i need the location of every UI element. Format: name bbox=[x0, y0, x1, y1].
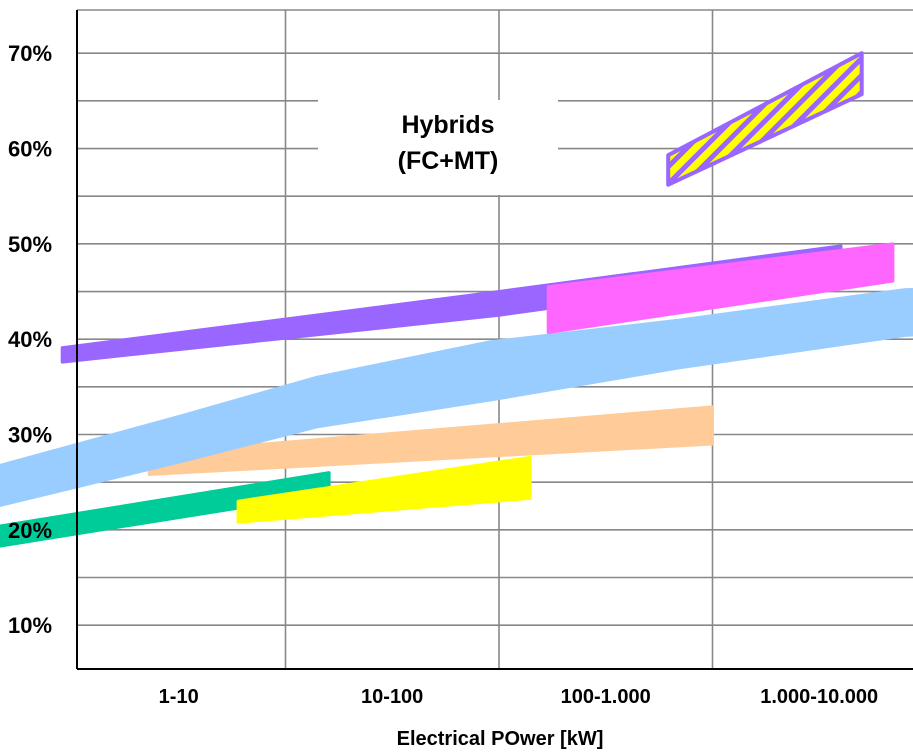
band-1 bbox=[236, 455, 532, 524]
y-tick-label: 50% bbox=[8, 232, 52, 257]
x-axis-label: Electrical POwer [kW] bbox=[397, 728, 604, 750]
annotation-background bbox=[318, 100, 558, 195]
x-tick-labels: 1-10 10-100 100-1.000 1.000-10.000 bbox=[159, 686, 878, 708]
y-tick-label: 70% bbox=[8, 41, 52, 66]
y-tick-label: 10% bbox=[8, 613, 52, 638]
y-tick-label: 20% bbox=[8, 518, 52, 543]
x-tick-label: 1.000-10.000 bbox=[760, 686, 878, 708]
band-5 bbox=[546, 242, 895, 334]
y-tick-label: 40% bbox=[8, 327, 52, 352]
annotation-line1: Hybrids bbox=[401, 111, 494, 139]
y-tick-label: 30% bbox=[8, 423, 52, 448]
bands bbox=[0, 51, 913, 548]
band-6 bbox=[666, 51, 864, 187]
band-3 bbox=[0, 288, 913, 508]
x-tick-label: 1-10 bbox=[159, 686, 199, 708]
x-tick-label: 10-100 bbox=[361, 686, 423, 708]
y-tick-label: 60% bbox=[8, 137, 52, 162]
x-tick-label: 100-1.000 bbox=[561, 686, 651, 708]
y-tick-labels: 10% 20% 30% 40% 50% 60% 70% bbox=[8, 41, 52, 638]
annotation-line2: (FC+MT) bbox=[398, 147, 499, 175]
